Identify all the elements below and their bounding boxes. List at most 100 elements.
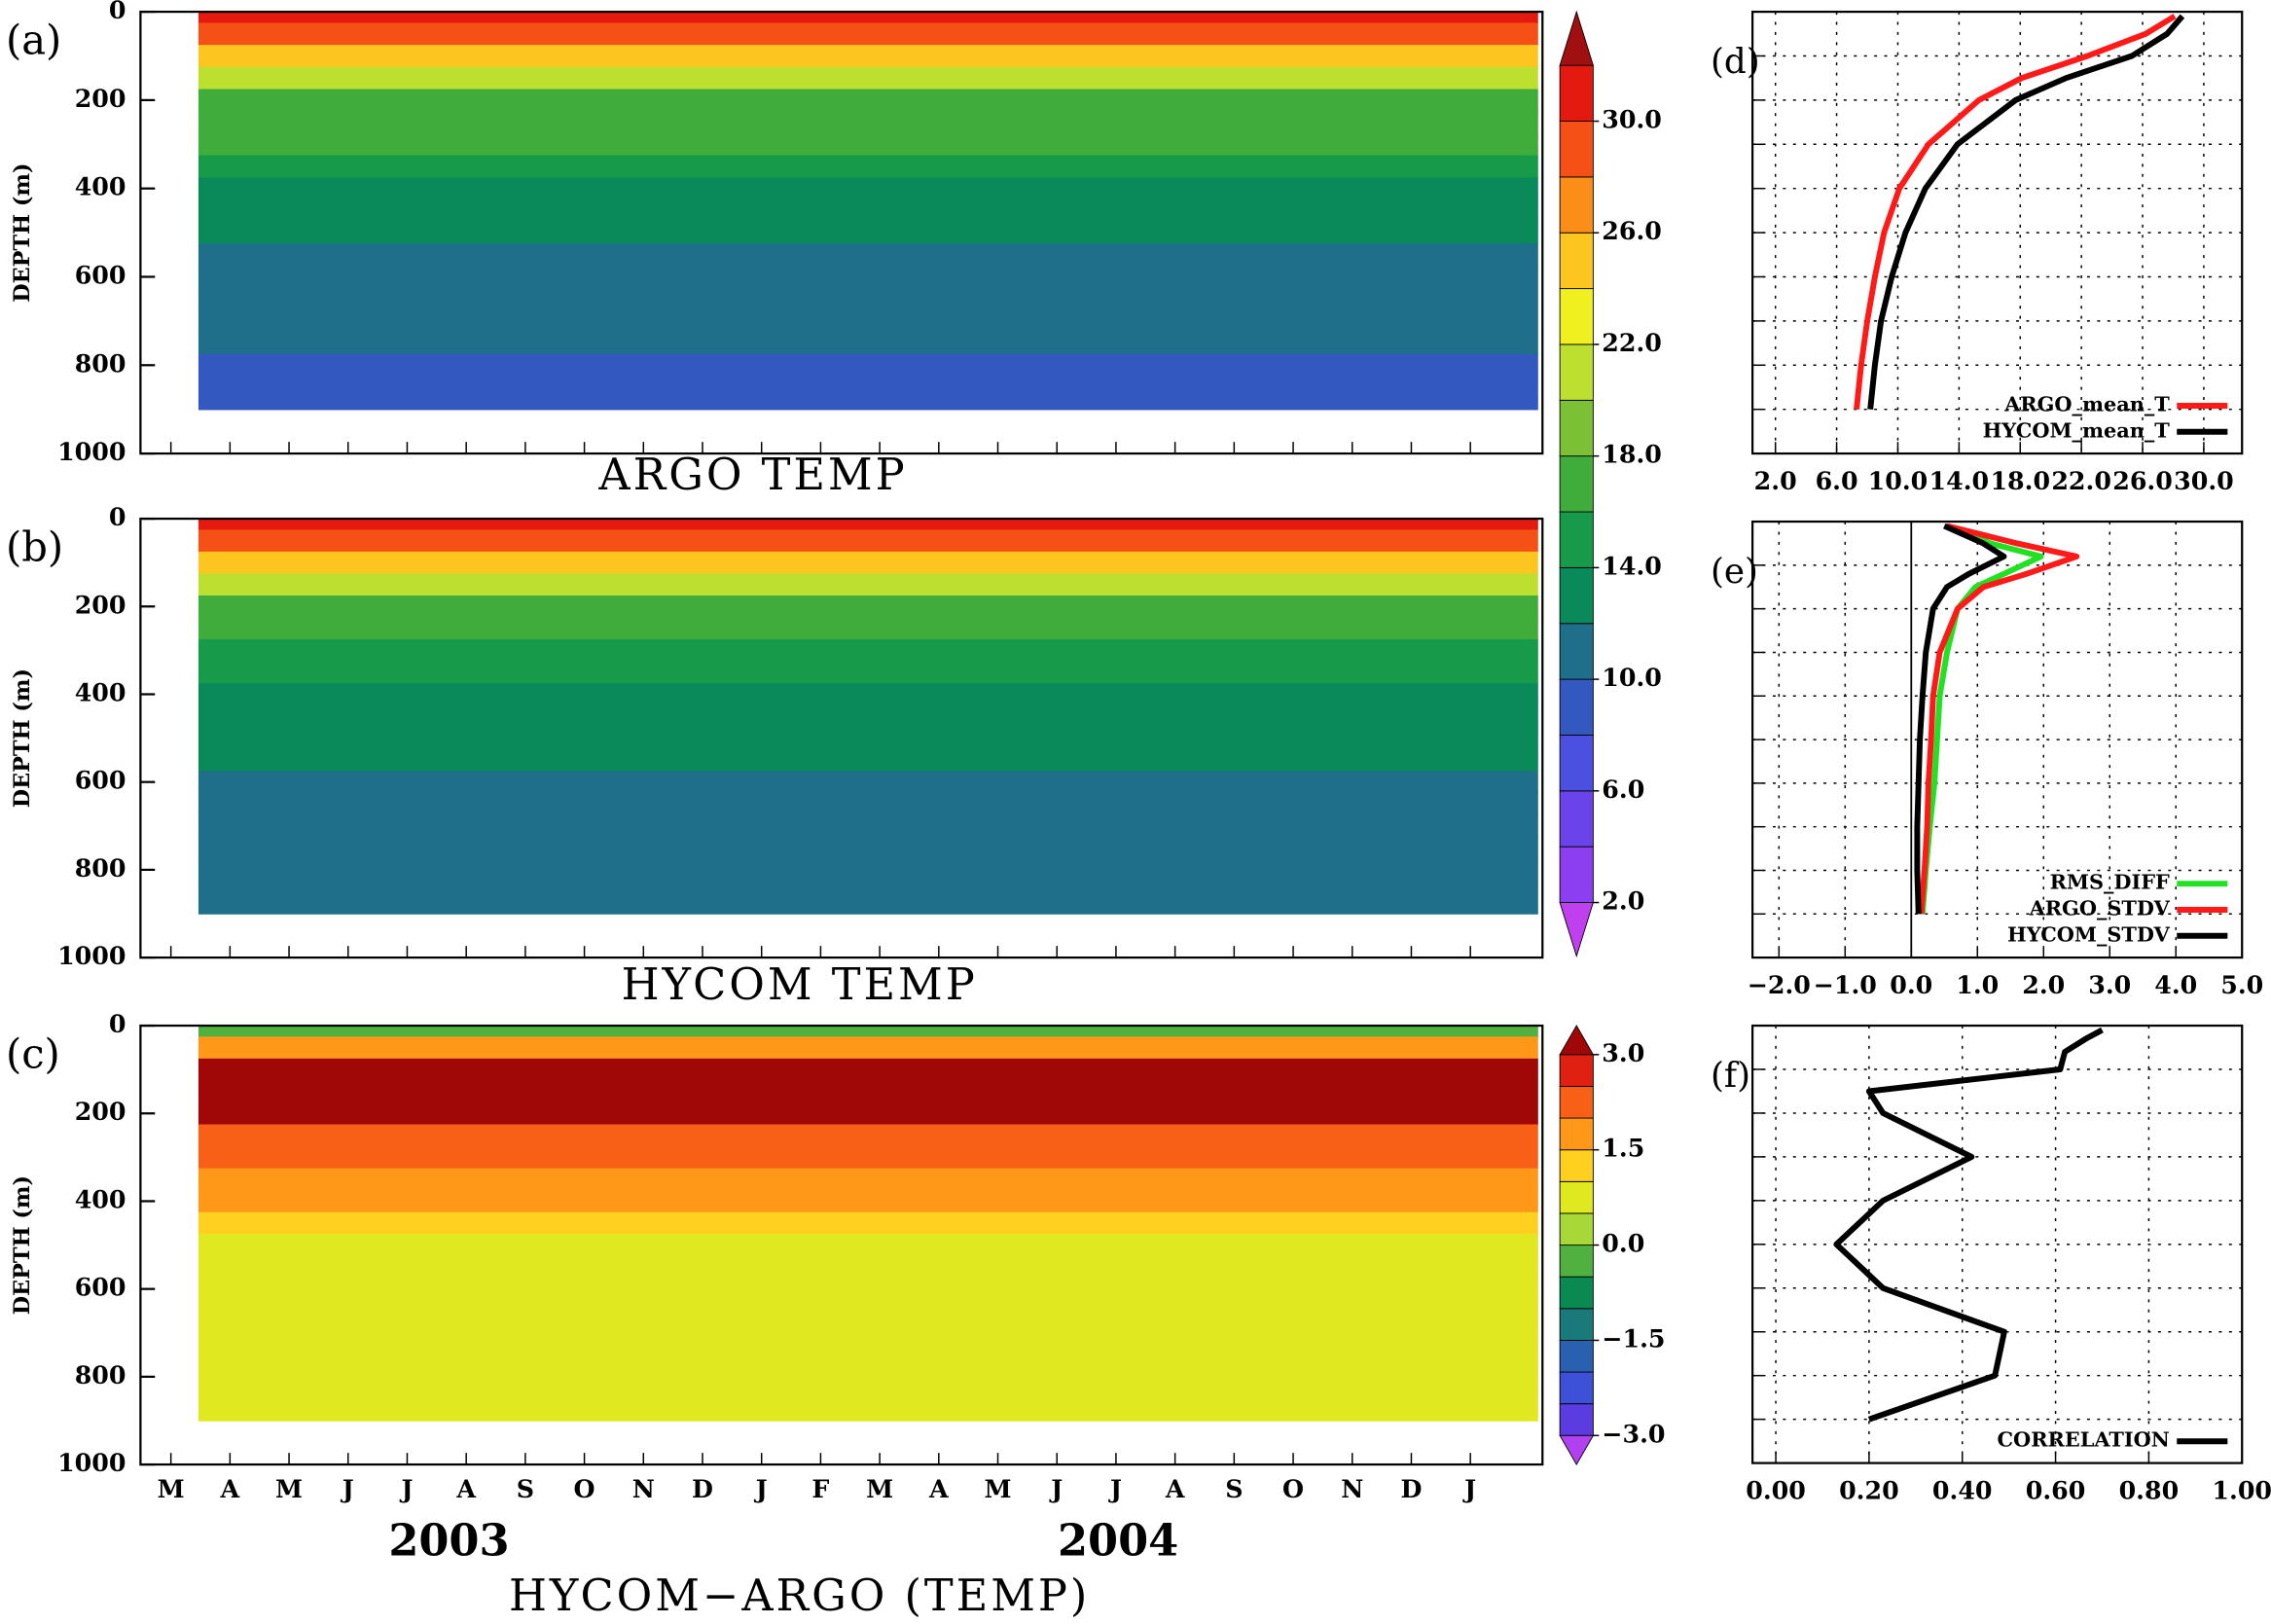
profile-line (1918, 523, 2080, 915)
y-tick-label: 600 (75, 766, 126, 795)
colorbar-under-arrow (1559, 1434, 1595, 1465)
contour-band (198, 1124, 1538, 1147)
contour-band (198, 1026, 1538, 1038)
colorbar-tick-label: 26.0 (1602, 216, 1662, 245)
x-tick-label: J (754, 1474, 768, 1503)
panel-title: ARGO TEMP (597, 450, 907, 500)
x-tick-label: N (1341, 1474, 1363, 1503)
contour-band (198, 1036, 1538, 1060)
x-tick-label: 22.0 (2051, 466, 2111, 495)
contour-band (198, 398, 1538, 411)
contour-band (198, 266, 1538, 289)
contour-band (198, 748, 1538, 773)
contour-band (198, 1168, 1538, 1191)
colorbar-tick-label: 3.0 (1602, 1038, 1644, 1067)
panel-label: (c) (6, 1029, 60, 1077)
x-tick-label: F (811, 1474, 829, 1503)
x-tick-label: 0.80 (2119, 1475, 2180, 1504)
colorbar-tick-label: 2.0 (1602, 886, 1644, 916)
x-tick-label: 4.0 (2154, 970, 2197, 999)
x-tick-label: −1.0 (1814, 970, 1877, 999)
colorbar-box (1559, 735, 1594, 792)
y-tick-label: 0 (109, 0, 126, 24)
y-axis-label: DEPTH (m) (10, 162, 35, 302)
x-tick-label: M (158, 1474, 185, 1503)
legend-label: HYCOM_STDV (2007, 921, 2171, 946)
x-tick-label: M (275, 1474, 303, 1503)
y-tick-label: 400 (75, 1184, 126, 1213)
y-tick-label: 800 (75, 1360, 126, 1389)
contour-band (198, 1388, 1538, 1411)
colorbar-under-arrow (1559, 902, 1594, 958)
colorbar-box (1559, 790, 1594, 848)
panel-label: (a) (6, 16, 61, 63)
colorbar-box (1559, 455, 1594, 513)
x-tick-label: J (1049, 1474, 1063, 1503)
legend-label: CORRELATION (1997, 1427, 2169, 1452)
y-tick-label: 200 (75, 590, 126, 619)
y-tick-label: 0 (109, 502, 126, 531)
contour-band (198, 704, 1538, 729)
x-tick-label: 18.0 (1990, 466, 2050, 495)
contour-band (198, 1101, 1538, 1126)
contour-band (198, 551, 1538, 575)
x-tick-label: 0.40 (1932, 1475, 1993, 1504)
contour-band (198, 837, 1538, 860)
x-tick-label: 3.0 (2088, 970, 2131, 999)
colorbar-box (1559, 399, 1594, 457)
contour-band (198, 1299, 1538, 1323)
contour-band (198, 727, 1538, 750)
colorbar-tick-label: 18.0 (1602, 440, 1662, 469)
contour-band (198, 881, 1538, 904)
colorbar-box (1559, 64, 1594, 122)
contour-band (198, 353, 1538, 378)
colorbar-box (1559, 232, 1594, 290)
x-tick-label: 2.0 (2022, 970, 2065, 999)
contour-band (198, 12, 1538, 24)
contour-band (198, 111, 1538, 134)
plot-frame (139, 10, 1544, 455)
x-tick-label: 26.0 (2112, 466, 2173, 495)
x-tick-label: O (574, 1474, 595, 1503)
x-tick-label: 0.60 (2026, 1475, 2086, 1504)
contour-band (198, 1409, 1538, 1422)
colorbar-tick-label: −3.0 (1602, 1419, 1665, 1448)
x-tick-label: 1.00 (2212, 1475, 2271, 1504)
colorbar-box (1559, 1403, 1594, 1436)
plot-frame (1750, 520, 2244, 959)
y-tick-label: 800 (75, 348, 126, 378)
x-tick-label: 2.0 (1754, 466, 1797, 495)
contour-band (198, 309, 1538, 333)
x-tick-label: S (517, 1474, 534, 1503)
legend-label: HYCOM_mean_T (1983, 417, 2171, 442)
year-label: 2004 (1058, 1514, 1178, 1566)
contour-band (198, 771, 1538, 794)
colorbar-box (1559, 1117, 1594, 1151)
colorbar-box (1559, 511, 1594, 568)
colorbar-box (1559, 1371, 1594, 1405)
contour-band (198, 45, 1538, 68)
x-tick-label: A (455, 1474, 476, 1503)
y-tick-label: 1000 (57, 437, 126, 466)
y-tick-label: 1000 (57, 1448, 126, 1477)
x-tick-label: D (1400, 1474, 1422, 1503)
year-label: 2003 (388, 1514, 509, 1566)
contour-band (198, 243, 1538, 267)
x-tick-label: J (1462, 1474, 1476, 1503)
colorbar-box (1559, 1212, 1594, 1246)
x-tick-label: 14.0 (1929, 466, 1990, 495)
x-tick-label: A (1165, 1474, 1185, 1503)
colorbar-box (1559, 1149, 1594, 1182)
contour-band (198, 1146, 1538, 1170)
plot-frame (139, 517, 1544, 959)
y-axis-label: DEPTH (m) (10, 668, 35, 808)
legend-label: RMS_DIFF (2050, 870, 2170, 894)
colorbar-box (1559, 1276, 1594, 1310)
plot-frame (139, 1024, 1544, 1466)
colorbar-tick-label: 10.0 (1602, 663, 1662, 692)
contour-band (198, 617, 1538, 640)
contour-band (198, 573, 1538, 596)
x-tick-label: 10.0 (1868, 466, 1929, 495)
contour-band (198, 792, 1538, 816)
